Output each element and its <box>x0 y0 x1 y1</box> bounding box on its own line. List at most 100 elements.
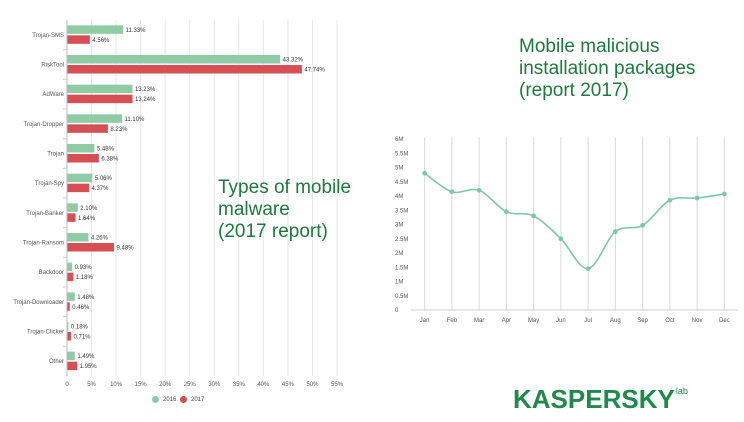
line-x-tick-label: Mar <box>474 318 484 324</box>
bar-2017 <box>67 124 108 133</box>
line-y-tick-label: 5.5M <box>395 151 408 157</box>
bar-data-label: 4.37% <box>91 186 109 192</box>
bar-data-label: 9.48% <box>117 246 135 252</box>
bar-data-label: 47.74% <box>304 68 325 74</box>
line-x-tick-label: Jun <box>556 318 566 324</box>
legend-label-2016: 2016 <box>163 396 177 403</box>
legend-item-2017: 2017 <box>180 396 204 403</box>
bar-data-label: 0.18% <box>71 325 89 331</box>
bar-2017 <box>67 361 78 371</box>
bar-2016 <box>67 55 281 64</box>
bar-x-tick-label: 0 <box>65 382 69 388</box>
line-y-tick-label: 1.5M <box>395 265 408 271</box>
line-y-tick-label: 4.5M <box>395 180 408 186</box>
bar-data-label: 5.06% <box>95 176 113 182</box>
bar-x-tick-label: 15% <box>135 382 148 388</box>
bar-category-label: RiskTool <box>41 63 64 69</box>
bar-x-tick-label: 40% <box>257 382 270 388</box>
bar-2016 <box>67 173 93 183</box>
line-point <box>694 195 700 201</box>
bar-x-tick-label: 25% <box>184 382 197 388</box>
bar-category-label: Trojan-Downloader <box>13 300 64 306</box>
bar-data-label: 1.49% <box>77 354 95 360</box>
line-x-tick-label: Nov <box>692 318 703 324</box>
line-point <box>585 266 591 272</box>
bar-data-label: 5.48% <box>97 147 115 153</box>
bar-data-label: 43.32% <box>283 58 304 64</box>
bar-data-label: 6.38% <box>101 157 119 163</box>
line-y-tick-label: 6M <box>395 137 403 143</box>
bar-2017 <box>67 35 90 44</box>
bar-data-label: 1.95% <box>80 364 98 370</box>
bar-2016 <box>67 25 124 34</box>
bar-x-tick-label: 55% <box>331 382 344 388</box>
bar-2016 <box>67 351 75 361</box>
bar-data-label: 4.56% <box>92 38 110 44</box>
bar-2017 <box>67 332 71 341</box>
bar-data-label: 1.64% <box>78 216 96 222</box>
bar-x-tick-label: 45% <box>282 382 295 388</box>
line-x-tick-label: Jan <box>420 318 430 324</box>
bar-x-tick-label: 50% <box>306 382 319 388</box>
legend-swatch-2016 <box>152 396 159 403</box>
bar-2016 <box>67 144 95 153</box>
bar-2017 <box>67 213 76 222</box>
line-point <box>449 189 455 195</box>
bar-2017 <box>67 183 89 193</box>
bar-x-tick-label: 10% <box>110 382 123 388</box>
line-chart-heading: Mobile malicious installation packages (… <box>519 36 696 101</box>
bar-2016 <box>67 84 133 94</box>
bar-category-label: AdWare <box>43 92 65 98</box>
legend-item-2016: 2016 <box>152 396 176 403</box>
line-y-tick-label: 5M <box>395 166 403 172</box>
line-point <box>667 197 673 203</box>
line-y-tick-label: 1M <box>395 280 403 286</box>
bar-data-label: 0.71% <box>73 335 91 341</box>
logo-text: KASPERSKY <box>513 384 675 414</box>
bar-category-label: Other <box>49 359 64 365</box>
bar-2017 <box>67 272 74 282</box>
bar-category-label: Trojan-SMS <box>32 33 64 39</box>
bar-x-tick-label: 20% <box>159 382 172 388</box>
bar-2016 <box>67 203 78 212</box>
line-point <box>612 229 618 235</box>
legend-label-2017: 2017 <box>191 396 205 403</box>
bar-2017 <box>67 154 99 163</box>
line-point <box>531 213 537 219</box>
bar-2016 <box>67 114 122 123</box>
bar-2017 <box>67 302 70 311</box>
bar-category-label: Trojan-Ransom <box>23 241 64 247</box>
bar-data-label: 11.10% <box>124 117 145 123</box>
bar-data-label: 8.23% <box>110 127 128 133</box>
line-y-tick-label: 4M <box>395 194 403 200</box>
bar-data-label: 13.23% <box>135 87 156 93</box>
bar-data-label: 4.26% <box>91 236 109 242</box>
line-x-tick-label: Oct <box>665 318 675 324</box>
bar-category-label: Trojan-Clicker <box>27 330 64 336</box>
line-x-tick-label: Jul <box>584 318 592 324</box>
bar-x-tick-label: 5% <box>87 382 96 388</box>
bar-x-tick-label: 35% <box>233 382 246 388</box>
bar-chart-heading: Types of mobile malware (2017 report) <box>218 177 352 242</box>
bar-2017 <box>67 65 302 74</box>
bar-2016 <box>67 322 69 331</box>
bar-data-label: 13.24% <box>135 97 156 103</box>
line-point <box>558 236 564 242</box>
bar-category-label: Trojan-Banker <box>26 211 64 217</box>
bar-2017 <box>67 243 115 252</box>
bar-category-label: Trojan <box>47 152 64 158</box>
line-point <box>721 191 727 197</box>
line-y-tick-label: 0 <box>395 308 399 314</box>
line-point <box>503 209 509 215</box>
logo-suffix: lab <box>675 386 688 396</box>
bar-2016 <box>67 262 73 272</box>
bar-data-label: 11.33% <box>126 28 147 34</box>
bar-category-label: Trojan-Spy <box>35 181 64 187</box>
line-x-tick-label: Dec <box>719 318 730 324</box>
line-point <box>422 170 428 176</box>
line-point <box>476 187 482 193</box>
line-x-tick-label: Apr <box>502 318 511 324</box>
line-y-tick-label: 3M <box>395 223 403 229</box>
bar-x-tick-label: 30% <box>208 382 221 388</box>
